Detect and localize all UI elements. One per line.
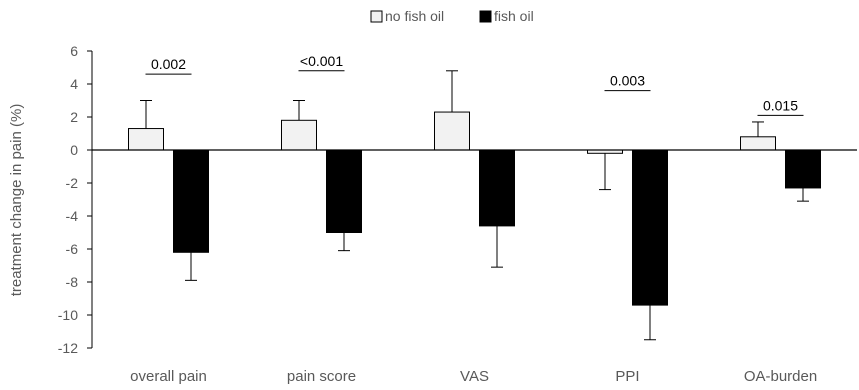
- y-tick-label: 4: [70, 76, 78, 92]
- y-tick-label: 2: [70, 109, 78, 125]
- y-tick-label: -2: [66, 175, 79, 191]
- bars-group: [128, 111, 821, 306]
- y-axis-label: treatment change in pain (%): [8, 104, 25, 297]
- annotations-group: 0.002 <0.001 0.003 0.015: [145, 53, 804, 116]
- x-axis-labels: overall pain pain score VAS PPI OA-burden: [130, 368, 817, 385]
- p-value-label: 0.002: [151, 56, 186, 72]
- y-tick-label: -10: [58, 307, 78, 323]
- p-value-label: 0.015: [763, 97, 798, 113]
- legend-swatch-fish-oil: [479, 10, 492, 23]
- bar-no-fish-oil: [434, 111, 470, 151]
- x-tick-label: overall pain: [130, 368, 207, 385]
- bar-fish-oil: [479, 149, 515, 227]
- y-tick-label: -8: [66, 274, 79, 290]
- error-bars-group: [140, 70, 809, 341]
- y-tick-label: 6: [70, 43, 78, 59]
- bar-no-fish-oil: [128, 128, 164, 151]
- bar-fish-oil: [173, 149, 209, 253]
- y-tick-label: 0: [70, 142, 78, 158]
- y-tick-label: -6: [66, 241, 79, 257]
- legend-swatch-no-fish-oil: [370, 10, 383, 23]
- y-tick-label: -4: [66, 208, 79, 224]
- bar-fish-oil: [632, 149, 668, 306]
- legend-label-no-fish-oil: no fish oil: [385, 8, 444, 24]
- x-tick-label: OA-burden: [744, 368, 817, 385]
- y-axis: 6 4 2 0 -2 -4 -6 -8 -10 -12: [58, 43, 93, 356]
- x-tick-label: pain score: [287, 368, 356, 385]
- bar-fish-oil: [326, 149, 362, 233]
- p-value-label: 0.003: [610, 73, 645, 89]
- x-tick-label: PPI: [615, 368, 639, 385]
- bar-fish-oil: [785, 149, 821, 189]
- legend-label-fish-oil: fish oil: [494, 8, 534, 24]
- bar-no-fish-oil: [740, 136, 776, 151]
- x-tick-label: VAS: [460, 368, 489, 385]
- legend: no fish oil fish oil: [370, 8, 534, 24]
- bar-no-fish-oil: [281, 119, 317, 151]
- y-tick-label: -12: [58, 340, 78, 356]
- p-value-label: <0.001: [300, 53, 343, 69]
